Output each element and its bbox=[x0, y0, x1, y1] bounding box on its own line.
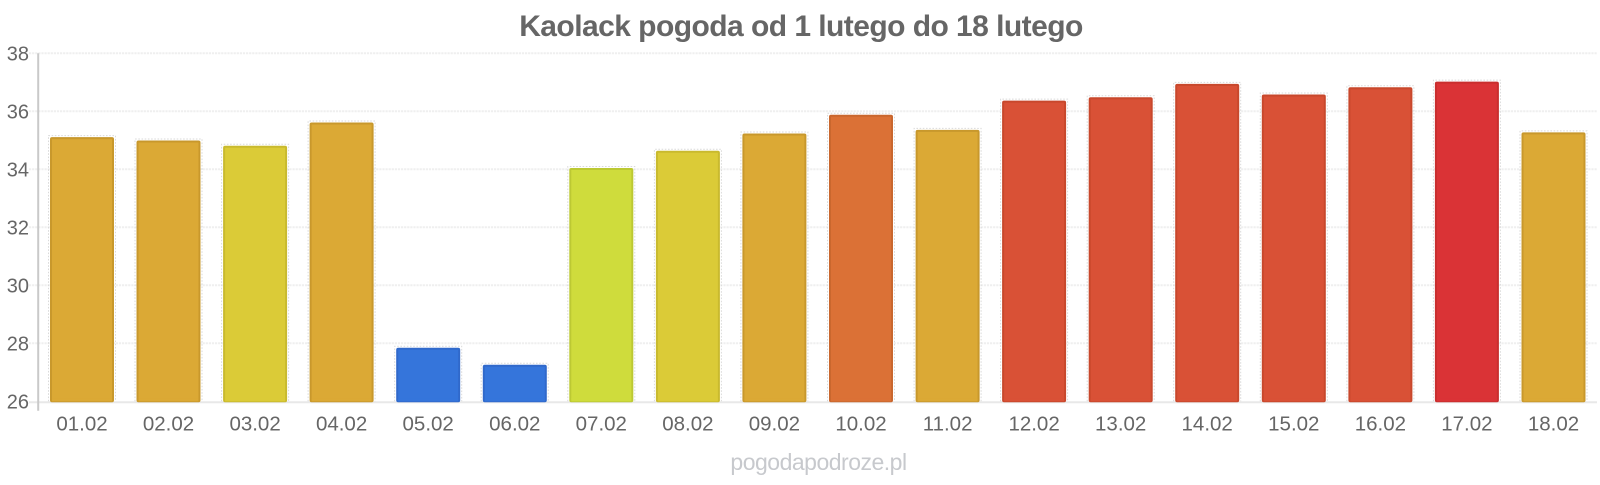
svg-text:26: 26 bbox=[7, 391, 29, 413]
svg-text:01.02: 01.02 bbox=[56, 413, 107, 436]
svg-text:18.02: 18.02 bbox=[1528, 413, 1579, 436]
svg-text:04.02: 04.02 bbox=[316, 413, 367, 436]
svg-text:09.02: 09.02 bbox=[749, 413, 800, 436]
svg-text:32: 32 bbox=[7, 217, 29, 239]
svg-text:12.02: 12.02 bbox=[1008, 413, 1059, 436]
svg-text:17.02: 17.02 bbox=[1441, 413, 1492, 436]
svg-text:14.02: 14.02 bbox=[1182, 413, 1233, 436]
svg-text:08.02: 08.02 bbox=[662, 413, 713, 436]
svg-text:11.02: 11.02 bbox=[923, 413, 973, 436]
svg-text:06.02: 06.02 bbox=[489, 413, 540, 436]
svg-text:38: 38 bbox=[7, 43, 29, 65]
svg-text:34: 34 bbox=[7, 159, 29, 181]
svg-text:13.02: 13.02 bbox=[1095, 413, 1146, 436]
svg-text:02.02: 02.02 bbox=[143, 413, 194, 436]
svg-text:15.02: 15.02 bbox=[1268, 413, 1319, 436]
svg-text:16.02: 16.02 bbox=[1355, 413, 1406, 436]
svg-text:30: 30 bbox=[7, 275, 29, 297]
svg-text:36: 36 bbox=[7, 101, 29, 123]
svg-text:10.02: 10.02 bbox=[835, 413, 886, 436]
svg-text:05.02: 05.02 bbox=[403, 413, 454, 436]
svg-text:Kaolack pogoda od 1 lutego do: Kaolack pogoda od 1 lutego do 18 lutego bbox=[519, 10, 1083, 43]
svg-text:pogodapodroze.pl: pogodapodroze.pl bbox=[730, 449, 906, 475]
svg-text:28: 28 bbox=[7, 333, 29, 355]
svg-text:03.02: 03.02 bbox=[229, 413, 280, 436]
svg-text:07.02: 07.02 bbox=[576, 413, 627, 436]
